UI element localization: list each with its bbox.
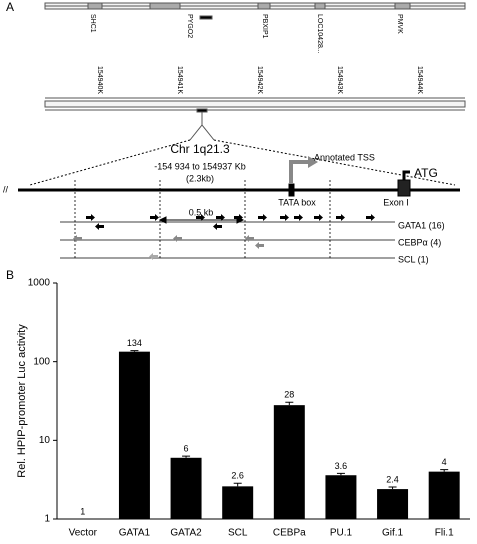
x-tick-label: Vector: [69, 528, 98, 539]
error-bar: [440, 469, 449, 472]
bar: [377, 489, 409, 519]
error-bar: [233, 482, 242, 487]
gene-label: PBXIP1: [261, 14, 268, 39]
track-label: CEBPα (4): [398, 237, 441, 247]
bar: [428, 471, 460, 519]
gene-track: [44, 2, 466, 20]
x-tick-label: CEBPa: [273, 528, 306, 539]
value-label: 2.4: [386, 474, 399, 484]
gene-label: LOC10428...: [316, 14, 323, 54]
bar: [118, 351, 150, 519]
atg-label: ATG: [414, 166, 438, 180]
y-tick-label: 10: [39, 435, 51, 446]
x-tick-label: SCL: [228, 528, 248, 539]
value-label: 3.6: [335, 461, 348, 471]
error-bar: [388, 486, 397, 490]
x-tick-label: GATA2: [170, 528, 202, 539]
value-label: 1: [80, 506, 85, 516]
promoter-map: [18, 156, 460, 260]
bar: [222, 486, 254, 519]
value-label: 2.6: [231, 471, 244, 481]
error-bar: [182, 455, 191, 458]
y-tick-label: 1: [44, 514, 50, 525]
region-range: -154 934 to 154937 Kb: [154, 161, 246, 171]
y-tick-label: 100: [33, 356, 50, 367]
break-mark: //: [3, 184, 9, 194]
region-length: (2.3kb): [186, 173, 214, 183]
error-bar: [285, 401, 294, 406]
y-tick-label: 1000: [28, 278, 51, 289]
gene-label: PYGO2: [186, 14, 193, 38]
x-tick-label: Fli.1: [435, 528, 454, 539]
gene-label: PMVK: [396, 14, 403, 34]
x-tick-label: GATA1: [119, 528, 151, 539]
x-tick-label: Gif.1: [382, 528, 404, 539]
tss-label: Annotated TSS: [314, 152, 375, 162]
exon-label: Exon I: [383, 197, 409, 207]
coordinate-label: 154940K: [96, 66, 103, 94]
coordinate-label: 154944K: [416, 66, 423, 94]
bar: [325, 475, 357, 519]
coordinate-label: 154943K: [336, 66, 343, 94]
panel-label: A: [6, 0, 14, 14]
error-bar: [336, 472, 345, 476]
bar: [170, 457, 202, 519]
gene-label: SHC1: [89, 14, 96, 33]
zoom-lines: [29, 139, 456, 186]
coordinate-ruler: [44, 97, 466, 141]
value-label: 4: [442, 457, 447, 467]
value-label: 134: [127, 338, 142, 348]
coordinate-label: 154942K: [256, 66, 263, 94]
track-label: SCL (1): [398, 254, 429, 264]
bar: [273, 405, 305, 519]
error-bar: [130, 350, 139, 352]
y-axis-label: Rel. HPIP-promoter Luc activity: [16, 324, 28, 478]
value-label: 28: [284, 390, 294, 400]
track-label: GATA1 (16): [398, 220, 445, 230]
coordinate-label: 154941K: [176, 66, 183, 94]
tata-label: TATA box: [278, 197, 316, 207]
value-label: 6: [184, 443, 189, 453]
scale-label: 0.5 kb: [189, 207, 214, 217]
panel-label: B: [6, 268, 14, 282]
chromosome: Chr 1q21.3: [170, 142, 230, 156]
x-tick-label: PU.1: [330, 528, 353, 539]
